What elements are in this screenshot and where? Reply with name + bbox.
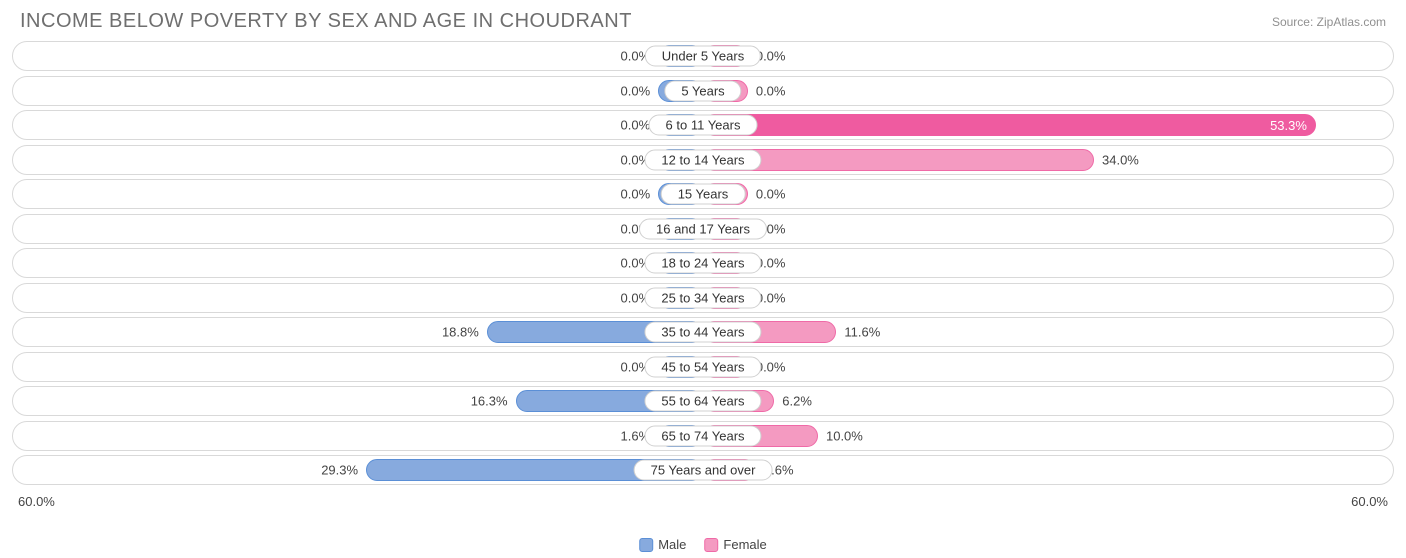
male-value: 0.0% <box>621 187 651 202</box>
chart-header: INCOME BELOW POVERTY BY SEX AND AGE IN C… <box>0 0 1406 39</box>
axis-max-left: 60.0% <box>18 494 55 509</box>
female-value: 6.2% <box>782 394 812 409</box>
male-swatch-icon <box>639 538 653 552</box>
diverging-bar-chart: 0.0%0.0%Under 5 Years0.0%0.0%5 Years0.0%… <box>0 39 1406 485</box>
chart-title: INCOME BELOW POVERTY BY SEX AND AGE IN C… <box>20 10 632 33</box>
category-pill: 12 to 14 Years <box>644 149 761 170</box>
female-value: 10.0% <box>826 428 863 443</box>
male-value: 18.8% <box>442 325 479 340</box>
bar-row: 0.0% 0.0% 15 Years <box>12 179 1394 209</box>
category-pill: 55 to 64 Years <box>644 391 761 412</box>
female-bar: 53.3% <box>703 114 1316 136</box>
bar-row: 0.0%0.0%25 to 34 Years <box>12 283 1394 313</box>
legend: Male Female <box>639 537 767 552</box>
category-pill: 6 to 11 Years <box>649 115 758 136</box>
bar-row: 0.0% 53.3% 6 to 11 Years <box>12 110 1394 140</box>
male-value: 16.3% <box>471 394 508 409</box>
bar-row: 29.3%4.6%75 Years and over <box>12 455 1394 485</box>
female-swatch-icon <box>704 538 718 552</box>
axis-max-right: 60.0% <box>1351 494 1388 509</box>
category-pill: 75 Years and over <box>634 460 773 481</box>
category-pill: 65 to 74 Years <box>644 425 761 446</box>
category-pill: 35 to 44 Years <box>644 322 761 343</box>
legend-female-label: Female <box>723 537 766 552</box>
category-pill: 5 Years <box>664 80 741 101</box>
bar-row: 16.3% 6.2% 55 to 64 Years <box>12 386 1394 416</box>
female-value: 0.0% <box>756 187 786 202</box>
female-value: 11.6% <box>844 325 880 340</box>
female-value: 0.0% <box>756 83 786 98</box>
bar-row: 1.6%10.0%65 to 74 Years <box>12 421 1394 451</box>
bar-row: 0.0%0.0%18 to 24 Years <box>12 248 1394 278</box>
female-value: 34.0% <box>1102 152 1139 167</box>
chart-source: Source: ZipAtlas.com <box>1272 15 1386 29</box>
category-pill: 25 to 34 Years <box>644 287 761 308</box>
category-pill: Under 5 Years <box>645 46 761 67</box>
female-bar <box>703 149 1094 171</box>
bar-row: 0.0%0.0%16 and 17 Years <box>12 214 1394 244</box>
female-value: 53.3% <box>1270 118 1307 133</box>
category-pill: 16 and 17 Years <box>639 218 767 239</box>
x-axis: 60.0% 60.0% <box>0 490 1406 509</box>
bar-row: 18.8% 11.6% 35 to 44 Years <box>12 317 1394 347</box>
legend-male: Male <box>639 537 686 552</box>
bar-row: 0.0%34.0%12 to 14 Years <box>12 145 1394 175</box>
legend-male-label: Male <box>658 537 686 552</box>
category-pill: 18 to 24 Years <box>644 253 761 274</box>
male-value: 29.3% <box>321 463 358 478</box>
bar-row: 0.0% 0.0% 5 Years <box>12 76 1394 106</box>
legend-female: Female <box>704 537 766 552</box>
category-pill: 15 Years <box>661 184 746 205</box>
bar-row: 0.0%0.0%45 to 54 Years <box>12 352 1394 382</box>
male-value: 0.0% <box>621 118 651 133</box>
bar-row: 0.0%0.0%Under 5 Years <box>12 41 1394 71</box>
category-pill: 45 to 54 Years <box>644 356 761 377</box>
male-value: 0.0% <box>621 83 651 98</box>
